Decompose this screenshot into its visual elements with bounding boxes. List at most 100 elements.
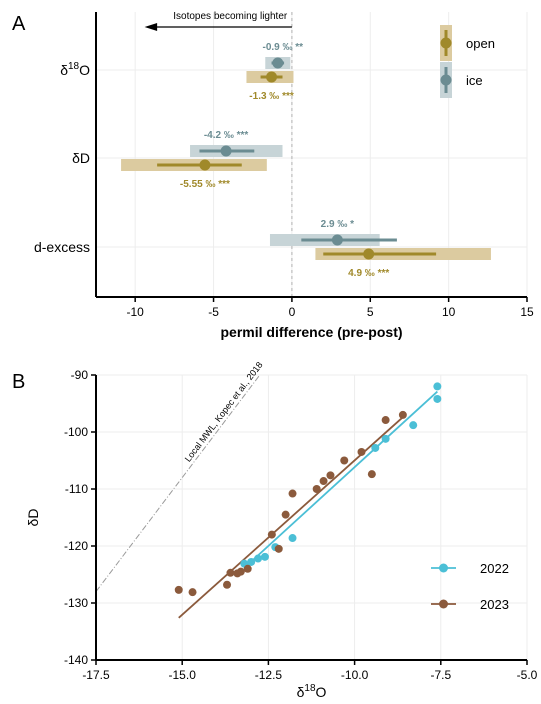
point-2023 [312,485,321,493]
panel-b-y-tick-label: -140 [64,653,88,667]
row-label-tail: O [79,62,90,78]
lighter-arrow-label: Isotopes becoming lighter [173,11,288,22]
row-label: δ18O [60,61,90,78]
row-label-main: d-excess [34,239,90,255]
open-annotation: 4.9 ‰ *** [348,268,389,279]
point-2023 [226,568,235,577]
point-2023 [381,416,390,425]
point-2022 [409,421,418,430]
panel-a-x-tick-label: -5 [208,305,219,319]
panel-a-marks: -0.9 ‰ ** -1.3 ‰ *** -4.2 ‰ *** -5.55 ‰ ***… [121,42,491,279]
point-2023 [357,447,366,456]
point-2022 [381,434,390,443]
panel-b-x-tick-label: -7.5 [430,668,451,682]
panel-b-y-tick-label: -110 [65,482,88,496]
point-2023 [174,585,183,594]
legend-2023-point [439,599,448,609]
open-annotation: -5.55 ‰ *** [180,179,230,190]
x-label-tail: O [316,684,327,700]
point-2023 [267,530,276,539]
ice-mean-point [220,145,232,157]
panel-b-fit-lines [178,390,438,619]
panel-b-gridlines [95,374,528,661]
point-2023 [243,564,252,573]
open-mean-point [266,71,278,83]
row-label-main: δD [72,150,90,166]
panel-b-x-tick-label: -5.0 [517,668,538,682]
ice-mean-point [272,57,284,69]
panel-b-y-tick-label: -120 [64,539,88,553]
point-2023 [319,477,328,486]
point-2023 [340,456,349,465]
panel-b-x-ticks: -17.5 -15.0 -12.5 -10.0 -7.5 -5.0 [82,660,538,682]
panel-b-y-tick-label: -100 [64,425,88,439]
ice-annotation: -4.2 ‰ *** [204,130,249,141]
row-label-sup: 18 [68,61,80,72]
legend-ice-label: ice [466,73,483,88]
panel-b-x-tick-label: -10.0 [341,668,369,682]
point-2022 [254,554,263,563]
legend-2023-label: 2023 [480,597,509,612]
point-2023 [281,510,290,519]
mwl-line [95,374,261,592]
panel-b-y-tick-label: -90 [71,368,89,382]
point-2022 [247,557,256,566]
point-2022 [288,534,297,543]
legend-ice-point [440,74,452,86]
panel-b-y-ticks: -90 -100 -110 -120 -130 -140 [64,368,96,667]
point-2023 [274,544,283,553]
legend-2022-label: 2022 [480,561,509,576]
legend-open-point [440,37,452,49]
panel-a-arrow: Isotopes becoming lighter [144,11,292,31]
legend-open-label: open [466,36,495,51]
panel-b-legend: 2022 2023 [431,561,509,612]
panel-a-x-tick-label: -10 [127,305,145,319]
panel-a-x-tick-label: 15 [520,305,534,319]
point-2023 [188,588,197,597]
fit-line-2023 [178,416,404,619]
panel-a-x-ticks: -10 -5 0 5 10 15 [127,297,534,319]
x-label-sup: 18 [304,683,316,694]
panel-b-y-label: δD [25,509,41,527]
panel-b: B Local MWL, Kopec et al., 2018 -17.5 -15… [12,360,538,700]
panel-b-label: B [12,371,25,393]
panel-a-legend: open ice [440,25,495,98]
panel-b-x-label: δ18O [297,683,327,700]
row-label: d-excess [34,239,90,255]
ice-mean-point [331,234,343,246]
panel-a-x-label: permil difference (pre-post) [220,324,402,340]
open-annotation: -1.3 ‰ *** [249,91,294,102]
point-2023 [367,470,376,479]
point-2022 [260,552,269,561]
point-2022 [371,443,380,452]
open-mean-point [199,159,211,171]
open-mean-point [363,248,375,260]
panel-a-x-tick-label: 0 [289,305,296,319]
panel-b-x-tick-label: -15.0 [169,668,197,682]
panel-a-x-tick-label: 5 [367,305,374,319]
lighter-arrow-head [144,23,158,31]
point-2023 [288,489,297,498]
ice-annotation: -0.9 ‰ ** [263,42,304,53]
point-2022 [433,382,442,391]
point-2023 [398,410,407,419]
row-label: δD [72,150,90,166]
point-2022 [433,394,442,403]
row-label-main: δ [60,62,68,78]
ice-annotation: 2.9 ‰ * [321,219,354,230]
panel-b-points [174,382,442,597]
panel-a-x-tick-label: 10 [442,305,456,319]
x-label-delta: δ [297,684,305,700]
point-2023 [223,580,232,589]
legend-2022-point [439,563,448,573]
fit-line-2022 [247,390,438,566]
panel-b-x-tick-label: -12.5 [255,668,283,682]
point-2023 [326,471,335,480]
panel-b-y-tick-label: -130 [64,596,88,610]
point-2023 [233,569,242,578]
panel-a-gridlines [96,12,528,297]
panel-b-x-tick-label: -17.5 [82,668,110,682]
